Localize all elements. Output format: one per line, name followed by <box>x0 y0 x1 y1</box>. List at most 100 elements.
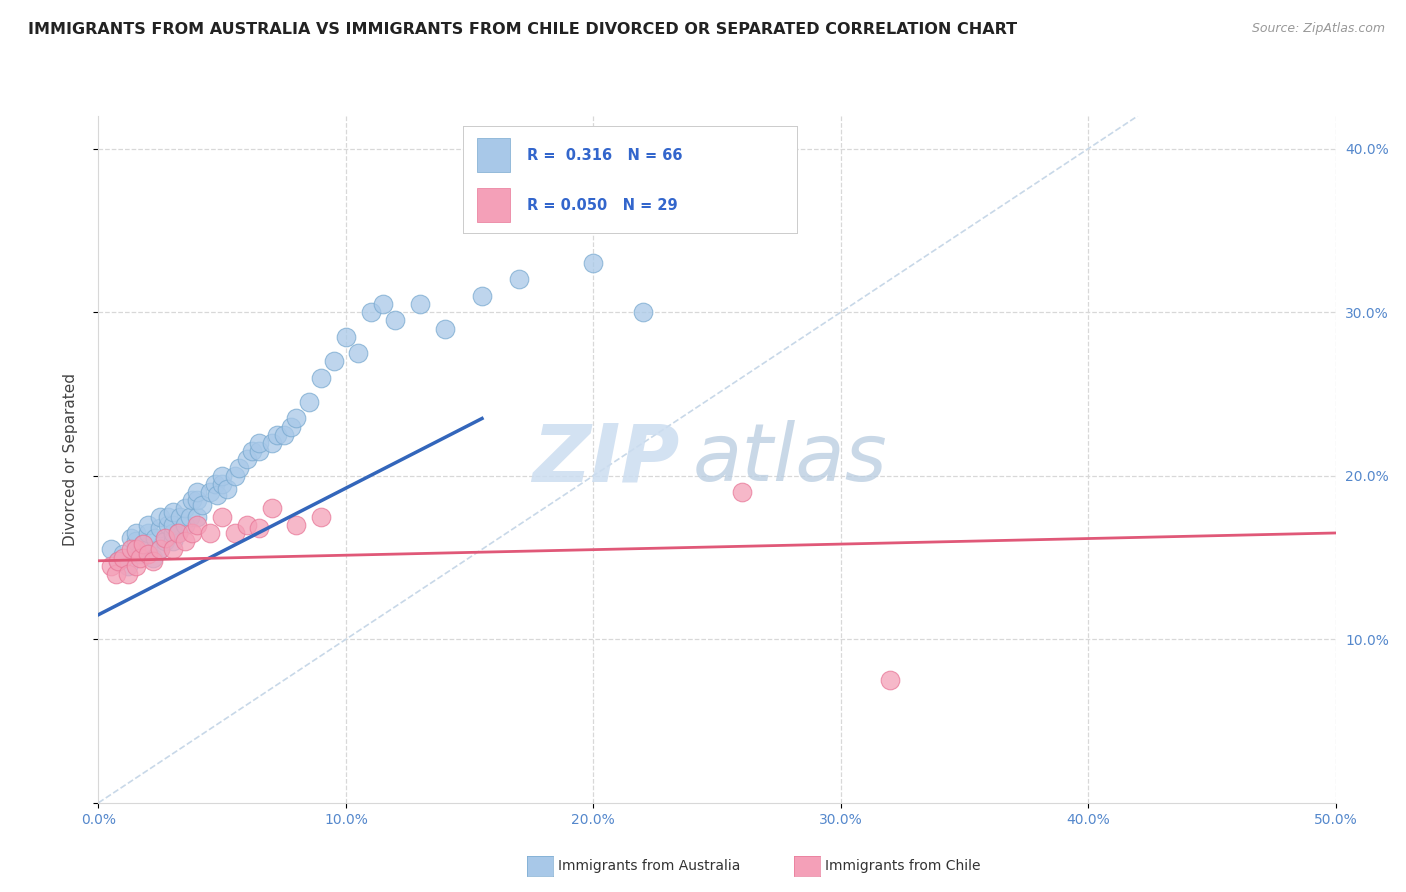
Point <box>298 395 321 409</box>
Point <box>136 547 159 561</box>
Point <box>236 452 259 467</box>
Point <box>322 354 344 368</box>
Point <box>384 313 406 327</box>
Point <box>285 517 308 532</box>
Point <box>149 542 172 557</box>
Point <box>149 542 172 557</box>
Point <box>347 346 370 360</box>
Point <box>124 534 146 549</box>
Point <box>166 526 188 541</box>
Point <box>155 534 177 549</box>
Point <box>162 534 184 549</box>
Point <box>309 509 332 524</box>
Point <box>240 444 263 458</box>
Point <box>731 485 754 500</box>
Point <box>371 297 394 311</box>
Text: IMMIGRANTS FROM AUSTRALIA VS IMMIGRANTS FROM CHILE DIVORCED OR SEPARATED CORRELA: IMMIGRANTS FROM AUSTRALIA VS IMMIGRANTS … <box>28 22 1018 37</box>
Point <box>471 289 494 303</box>
Point <box>162 517 184 532</box>
Point <box>174 501 197 516</box>
Point <box>104 566 127 581</box>
Point <box>217 482 239 496</box>
Point <box>335 330 357 344</box>
Point <box>260 501 283 516</box>
Point <box>100 558 122 573</box>
Point <box>162 526 184 541</box>
Point <box>205 488 228 502</box>
Point <box>198 526 221 541</box>
Point <box>155 531 177 545</box>
Point <box>136 526 159 541</box>
Point <box>179 509 201 524</box>
Point <box>117 566 139 581</box>
Point <box>162 505 184 519</box>
Point <box>112 550 135 565</box>
Y-axis label: Divorced or Separated: Divorced or Separated <box>63 373 77 546</box>
Point <box>186 485 208 500</box>
Text: Immigrants from Chile: Immigrants from Chile <box>825 859 981 873</box>
Point <box>198 485 221 500</box>
Point <box>247 521 270 535</box>
Point <box>156 509 179 524</box>
Point <box>100 542 122 557</box>
Point <box>142 554 165 568</box>
Point <box>280 419 302 434</box>
Point <box>117 558 139 573</box>
Point <box>228 460 250 475</box>
Point <box>107 554 129 568</box>
Point <box>162 542 184 557</box>
Point <box>582 256 605 270</box>
Point <box>247 436 270 450</box>
Point <box>124 558 146 573</box>
Point <box>136 542 159 557</box>
Point <box>142 550 165 565</box>
Point <box>236 517 259 532</box>
Point <box>204 477 226 491</box>
Point <box>156 517 179 532</box>
Point <box>107 554 129 568</box>
Text: atlas: atlas <box>692 420 887 499</box>
Text: Source: ZipAtlas.com: Source: ZipAtlas.com <box>1251 22 1385 36</box>
Point <box>631 305 654 319</box>
Point <box>149 509 172 524</box>
Point <box>260 436 283 450</box>
Point <box>224 526 246 541</box>
Point <box>129 547 152 561</box>
Point <box>266 428 288 442</box>
Point <box>186 517 208 532</box>
Point <box>129 550 152 565</box>
Point <box>181 526 204 541</box>
Point <box>169 509 191 524</box>
Point <box>124 542 146 557</box>
Text: ZIP: ZIP <box>533 420 681 499</box>
Point <box>166 526 188 541</box>
Point <box>120 542 142 557</box>
Point <box>132 537 155 551</box>
Point <box>211 477 233 491</box>
Point <box>247 444 270 458</box>
Point <box>112 547 135 561</box>
Text: Immigrants from Australia: Immigrants from Australia <box>558 859 741 873</box>
Point <box>120 531 142 545</box>
Point <box>879 673 901 688</box>
Point <box>186 493 208 508</box>
Point <box>309 370 332 384</box>
Point <box>124 542 146 557</box>
Point <box>285 411 308 425</box>
Point <box>409 297 432 311</box>
Point <box>181 493 204 508</box>
Point <box>174 534 197 549</box>
Point <box>186 509 208 524</box>
Point <box>508 272 530 286</box>
Point <box>224 468 246 483</box>
Point <box>211 468 233 483</box>
Point <box>136 517 159 532</box>
Point <box>273 428 295 442</box>
Point <box>174 517 197 532</box>
Point <box>360 305 382 319</box>
Point <box>191 498 214 512</box>
Point <box>132 537 155 551</box>
Point <box>149 521 172 535</box>
Point <box>211 509 233 524</box>
Point <box>433 321 456 335</box>
